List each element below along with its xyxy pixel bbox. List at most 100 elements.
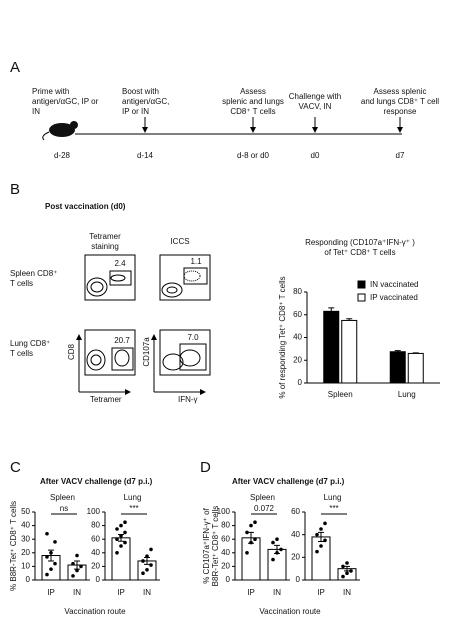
error-bar <box>318 531 324 542</box>
data-point <box>115 537 119 541</box>
x-tick-label: IN <box>343 588 351 597</box>
data-point <box>271 557 275 562</box>
y-tick-label: 40 <box>91 548 100 557</box>
data-point <box>49 551 53 555</box>
significance: ns <box>60 504 68 513</box>
y-tick-label: 0 <box>96 575 101 584</box>
y-tick-label: 60 <box>91 534 100 543</box>
event-text: IN <box>32 107 40 116</box>
data-point <box>119 534 123 538</box>
chart-title: Spleen <box>50 493 75 502</box>
data-point <box>349 569 353 573</box>
y-tick-label: 20 <box>91 562 100 571</box>
event-text: VACV, IN <box>299 102 332 111</box>
data-point <box>323 538 327 543</box>
bar <box>407 352 424 384</box>
day-label: d-14 <box>137 151 154 160</box>
data-point <box>115 527 119 531</box>
data-point <box>145 568 149 572</box>
y-tick-label: 40 <box>293 333 302 342</box>
x-tick-label: Spleen <box>328 390 353 399</box>
y-tick-label: 20 <box>21 548 30 557</box>
y-tick-label: 100 <box>87 507 101 516</box>
y-tick-label: 0 <box>226 575 231 584</box>
data-point <box>245 530 249 535</box>
row-label: Lung CD8⁺ <box>10 339 50 348</box>
y-tick-label: 30 <box>21 534 30 543</box>
x-tick-label: IP <box>117 588 125 597</box>
data-point <box>345 571 349 575</box>
data-point <box>145 554 149 558</box>
data-point <box>249 540 253 545</box>
data-point <box>141 571 145 575</box>
data-point <box>75 568 79 573</box>
error-bar <box>344 565 350 572</box>
chart-title: Responding (CD107a⁺IFN-γ⁺ ) <box>305 238 415 247</box>
y-tick-label: 80 <box>293 287 302 296</box>
panel-title: Post vaccination (d0) <box>45 202 126 211</box>
significance: 0.072 <box>254 504 275 513</box>
data-point <box>149 547 153 552</box>
data-point <box>53 540 57 544</box>
data-point <box>123 520 127 524</box>
data-point <box>341 574 345 579</box>
bar <box>341 319 358 384</box>
y-tick-label: 40 <box>21 521 30 530</box>
data-point <box>71 574 75 578</box>
day-label: d7 <box>396 151 405 160</box>
panel-title: After VACV challenge (d7 p.i.) <box>40 477 153 486</box>
gate-value: 2.4 <box>114 259 126 268</box>
significance: *** <box>329 504 338 513</box>
data-point <box>315 549 319 554</box>
x-axis-label: Vaccination route <box>259 607 321 616</box>
x-tick-label: Lung <box>398 390 416 399</box>
data-point <box>149 563 153 567</box>
panel-label: C <box>10 459 21 476</box>
error-bar <box>394 350 401 352</box>
data-point <box>253 537 257 541</box>
x-tick-label: IP <box>247 588 255 597</box>
data-point <box>341 564 345 569</box>
data-point <box>53 561 57 566</box>
y-tick-label: 40 <box>291 530 300 539</box>
chart-title: Spleen <box>250 493 275 502</box>
y-axis-label: % of responding Tet⁺ CD8⁺ T cells <box>278 276 287 398</box>
data-point <box>71 561 75 566</box>
panel-label: D <box>200 459 211 476</box>
y-axis-label: % B8R-Tet⁺ CD8⁺ T cells <box>9 501 18 591</box>
chart-title: Lung <box>324 493 342 502</box>
data-point <box>119 523 123 528</box>
event-text: antigen/αGC, <box>122 97 169 106</box>
legend-swatch <box>357 280 366 289</box>
y-tick-label: 60 <box>221 534 230 543</box>
event-text: splenic and lungs <box>222 97 284 106</box>
error-bar <box>412 352 419 354</box>
flow-plot <box>76 254 211 395</box>
row-label: Spleen CD8⁺ <box>10 269 57 278</box>
gate-value: 20.7 <box>114 336 130 345</box>
data-point <box>75 553 79 558</box>
panel-label: A <box>10 59 20 76</box>
y-tick-label: 20 <box>221 562 230 571</box>
significance: *** <box>129 504 138 513</box>
bar <box>323 310 340 384</box>
data-point <box>115 551 119 555</box>
data-point <box>253 520 257 524</box>
y-tick-label: 80 <box>221 521 230 530</box>
data-point <box>275 537 279 541</box>
data-point <box>279 547 283 552</box>
y-tick-label: 20 <box>293 355 302 364</box>
data-point <box>45 572 49 577</box>
gate-value: 7.0 <box>187 333 199 342</box>
legend-swatch <box>357 293 366 302</box>
axis-label: Tetramer <box>90 395 122 404</box>
legend-label: IN vaccinated <box>370 280 418 289</box>
y-tick-label: 50 <box>21 507 30 516</box>
day-label: d-8 or d0 <box>237 151 270 160</box>
column-header: ICCS <box>170 237 189 246</box>
y-tick-label: 60 <box>291 507 300 516</box>
data-point <box>271 540 275 545</box>
y-tick-label: 60 <box>293 310 302 319</box>
column-header: Tetramer <box>89 232 121 241</box>
